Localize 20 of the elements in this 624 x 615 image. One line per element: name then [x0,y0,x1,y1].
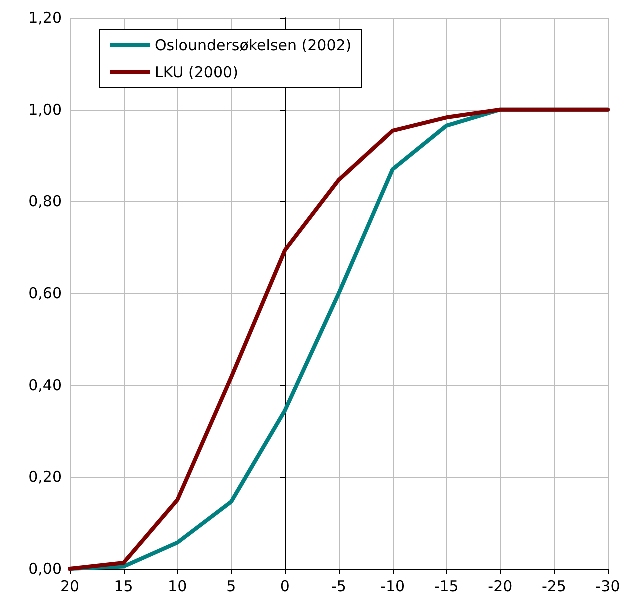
y-tick-label: 0,20 [28,468,62,486]
y-tick-label: 1,00 [28,100,62,119]
y-tick-label: 0,60 [28,284,62,302]
x-tick-label: -5 [332,578,346,596]
x-tick-label: 0 [280,578,290,596]
x-tick-label: 5 [226,578,236,596]
y-tick-label: 1,20 [28,9,62,27]
legend-label: LKU (2000) [155,64,238,82]
x-tick-label: 10 [168,578,188,596]
x-tick-label: -15 [434,578,459,596]
y-tick-label: 0,80 [28,192,62,211]
x-tick-label: -20 [488,578,513,596]
y-tick-label: 0,40 [28,376,62,394]
y-tick-label: 0,00 [28,560,62,578]
x-tick-label: -25 [542,578,566,596]
x-tick-label: 20 [60,578,80,596]
x-tick-label: -30 [596,578,620,596]
x-tick-label: 15 [114,578,134,596]
legend-label: Osloundersøkelsen (2002) [155,36,352,54]
x-tick-label: -10 [380,578,406,596]
